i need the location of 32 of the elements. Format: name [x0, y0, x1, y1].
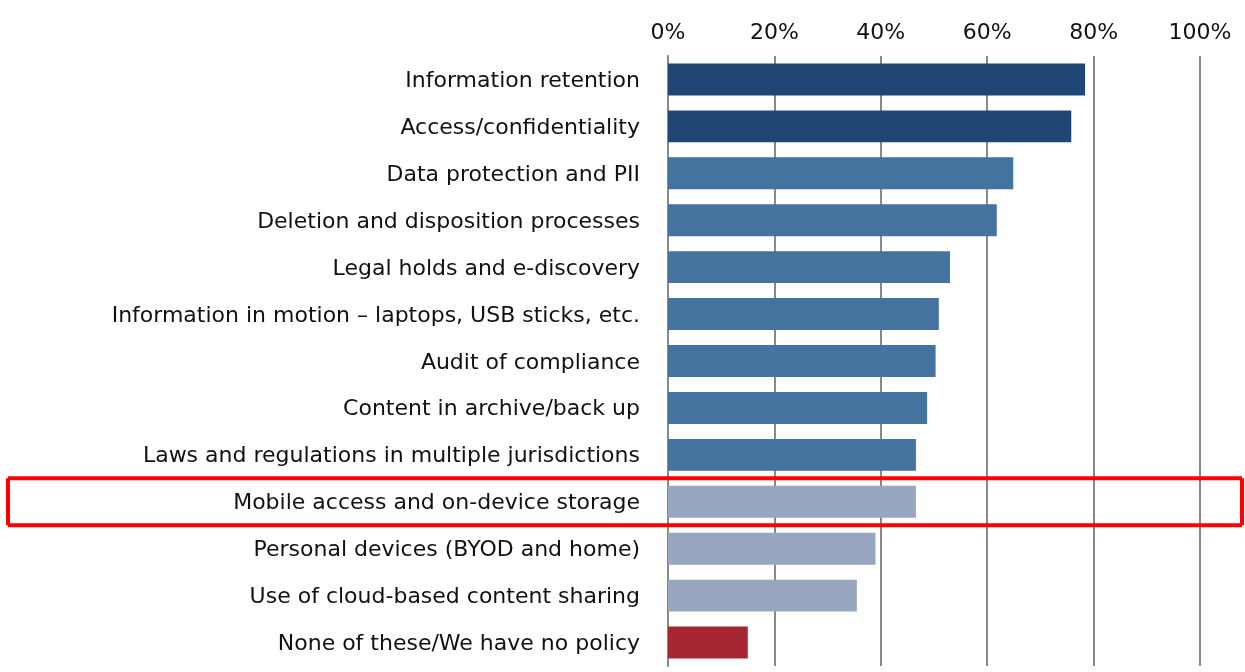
bar — [668, 157, 1014, 190]
bar — [668, 626, 748, 659]
bar — [668, 110, 1072, 143]
y-tick-label: Mobile access and on-device storage — [233, 489, 640, 515]
y-tick-label: Access/confidentiality — [400, 113, 640, 139]
bar — [668, 485, 916, 518]
bar — [668, 204, 997, 237]
x-tick-label: 60% — [962, 18, 1012, 44]
y-tick-label: Information retention — [405, 66, 640, 92]
y-tick-label: Data protection and PII — [386, 160, 640, 186]
x-tick-label: 0% — [650, 18, 686, 44]
y-tick-label: Use of cloud-based content sharing — [249, 583, 640, 609]
y-tick-label: Legal holds and e-discovery — [332, 254, 640, 280]
bar — [668, 532, 876, 565]
bar — [668, 438, 916, 471]
y-tick-label: Deletion and disposition processes — [257, 207, 640, 233]
y-tick-label: None of these/We have no policy — [277, 630, 640, 656]
bar — [668, 345, 936, 377]
y-tick-label: Content in archive/back up — [343, 395, 640, 421]
bar — [668, 298, 939, 331]
y-tick-label: Audit of compliance — [420, 348, 640, 374]
bar — [668, 251, 950, 284]
y-tick-label: Laws and regulations in multiple jurisdictions — [142, 442, 640, 468]
x-tick-label: 20% — [749, 18, 799, 44]
y-tick-label: Personal devices (BYOD and home) — [253, 536, 640, 562]
bar — [668, 579, 857, 612]
bar — [668, 63, 1086, 96]
x-tick-label: 40% — [856, 18, 906, 44]
x-tick-label: 80% — [1069, 18, 1119, 44]
bar — [668, 391, 928, 424]
y-tick-label: Information in motion – laptops, USB sticks, etc. — [111, 301, 640, 327]
x-tick-label: 100% — [1168, 18, 1232, 44]
